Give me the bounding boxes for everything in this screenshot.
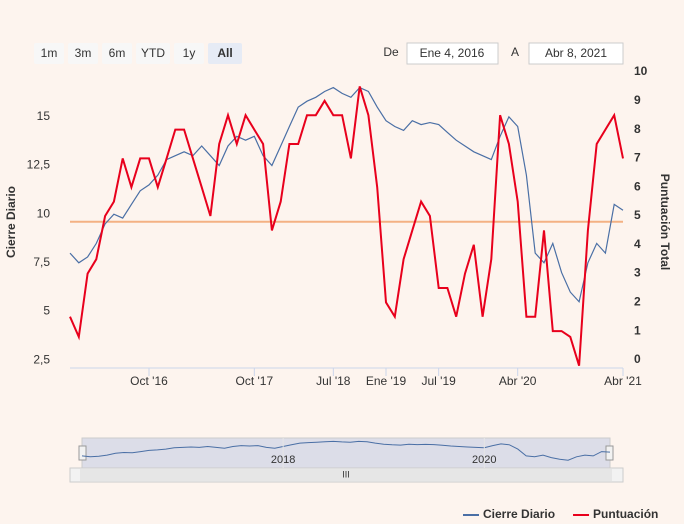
to-input[interactable] — [528, 42, 624, 65]
navigator-handle[interactable] — [78, 445, 87, 461]
y-axis-title: Cierre Diario — [4, 186, 18, 258]
range-button-label[interactable]: 1y — [183, 46, 196, 60]
from-date[interactable]: Ene 4, 2016 — [420, 46, 485, 60]
series-line — [69, 86, 624, 366]
y2-tick-label: 2 — [634, 295, 641, 309]
range-button-label[interactable]: 3m — [75, 46, 92, 60]
y-tick-label: 12,5 — [27, 158, 51, 172]
navigator-tick-label: 2018 — [271, 454, 295, 466]
y2-tick-label: 6 — [634, 179, 641, 193]
series-line — [69, 86, 624, 304]
x-tick-label: Oct '17 — [236, 374, 274, 388]
x-tick-label: Abr '20 — [499, 374, 537, 388]
range-button-label[interactable]: 6m — [109, 46, 126, 60]
y-tick-label: 15 — [37, 109, 51, 123]
y2-tick-label: 10 — [634, 64, 648, 78]
y2-tick-label: 8 — [634, 122, 641, 136]
range-button-label[interactable]: YTD — [141, 46, 165, 60]
legend-label[interactable]: Puntuación — [593, 507, 658, 521]
to-label: A — [511, 45, 519, 59]
range-selector: 1m 3m 6m YTD 1y All — [34, 43, 242, 64]
range-button[interactable] — [68, 43, 98, 64]
range-button[interactable] — [174, 43, 204, 64]
y2-tick-label: 7 — [634, 151, 641, 165]
navigator-line — [81, 440, 611, 461]
y2-tick-label: 1 — [634, 323, 641, 337]
navigator-handle[interactable] — [605, 445, 614, 461]
range-button-label[interactable]: 1m — [41, 46, 58, 60]
x-tick-label: Ene '19 — [366, 374, 407, 388]
legend-label[interactable]: Cierre Diario — [483, 507, 555, 521]
y2-tick-label: 0 — [634, 352, 641, 366]
navigator-tick-label: 2020 — [472, 454, 496, 466]
x-tick-label: Oct '16 — [130, 374, 168, 388]
y2-tick-label: 5 — [634, 208, 641, 222]
to-date[interactable]: Abr 8, 2021 — [545, 46, 607, 60]
range-button[interactable] — [136, 43, 170, 64]
y-tick-label: 10 — [37, 206, 51, 220]
x-tick-label: Jul '18 — [316, 374, 351, 388]
range-button[interactable] — [102, 43, 132, 64]
scrollbar-thumb[interactable] — [80, 469, 612, 481]
y2-axis-title: Puntuación Total — [658, 174, 672, 270]
range-button[interactable] — [34, 43, 64, 64]
from-input[interactable] — [406, 42, 499, 65]
y2-tick-label: 9 — [634, 93, 641, 107]
x-tick-label: Abr '21 — [604, 374, 642, 388]
y2-tick-label: 4 — [634, 237, 641, 251]
y-tick-label: 7,5 — [33, 255, 50, 269]
y-tick-label: 5 — [43, 304, 50, 318]
range-button-label[interactable]: All — [217, 46, 232, 60]
range-button[interactable] — [208, 43, 242, 64]
y2-tick-label: 3 — [634, 266, 641, 280]
from-label: De — [383, 45, 399, 59]
y-tick-label: 2,5 — [33, 352, 50, 366]
scrollbar-grip[interactable]: III — [342, 469, 350, 479]
x-tick-label: Jul '19 — [422, 374, 457, 388]
